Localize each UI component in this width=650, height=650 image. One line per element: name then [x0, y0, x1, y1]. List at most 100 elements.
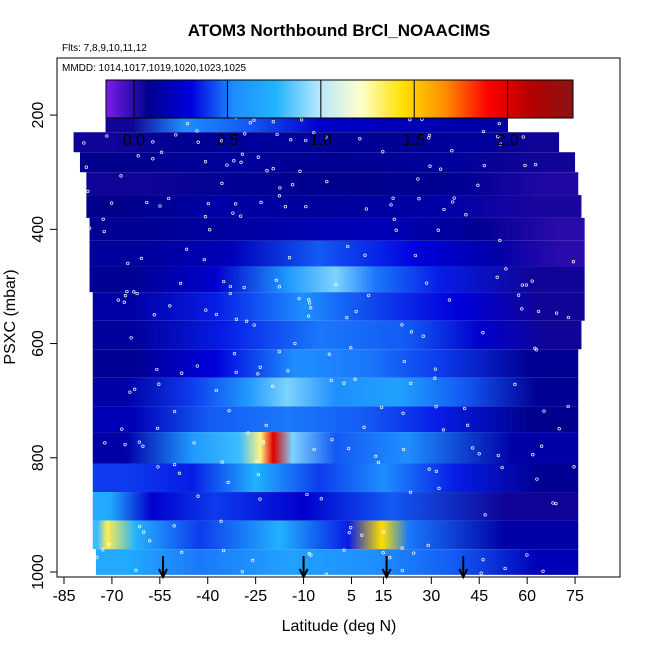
sample-point — [156, 465, 160, 469]
sample-point — [243, 132, 247, 136]
dates-note: MMDD: 1014,1017,1019,1020,1023,1025 — [62, 63, 246, 74]
y-tick-label: 600 — [30, 330, 47, 357]
heatmap-band — [73, 132, 560, 153]
sample-point — [116, 298, 120, 302]
sample-point — [192, 441, 196, 445]
sample-point — [141, 444, 145, 448]
sample-point — [220, 181, 224, 186]
sample-point — [271, 384, 275, 389]
heatmap-band — [92, 320, 582, 350]
sample-point — [107, 542, 111, 547]
heatmap-band — [92, 492, 579, 521]
y-axis: 200 400 600 800 1000 — [30, 102, 57, 590]
sample-point — [258, 497, 262, 501]
sample-point — [470, 446, 475, 450]
sample-point — [157, 382, 161, 386]
sample-point — [180, 550, 184, 555]
sample-point — [206, 201, 210, 206]
sample-point — [125, 289, 129, 294]
sample-point — [277, 285, 282, 289]
sample-point — [180, 371, 184, 375]
sample-point — [421, 334, 425, 338]
sample-point — [137, 440, 141, 444]
sample-point — [347, 446, 351, 451]
sample-point — [152, 313, 156, 317]
sample-point — [214, 388, 218, 393]
sample-point — [523, 163, 527, 168]
sample-point — [360, 533, 364, 537]
sample-point — [255, 459, 259, 463]
sample-point — [401, 447, 406, 452]
sample-point — [246, 431, 250, 435]
sample-point — [126, 261, 130, 266]
x-tick-label: -25 — [244, 588, 267, 605]
sample-point — [240, 152, 245, 156]
sample-point — [382, 530, 386, 534]
x-tick-label: 15 — [375, 588, 393, 605]
sample-point — [286, 369, 290, 373]
sample-point — [428, 164, 432, 168]
sample-point — [524, 283, 529, 287]
sample-point — [172, 524, 176, 528]
sample-point — [256, 155, 260, 159]
sample-point — [159, 150, 164, 154]
sample-point — [233, 202, 238, 206]
sample-point — [258, 365, 262, 369]
sample-point — [409, 381, 413, 386]
sample-point — [416, 177, 420, 181]
sample-point — [394, 228, 398, 232]
sample-point — [109, 201, 114, 205]
sample-point — [451, 200, 455, 204]
sample-point — [129, 336, 133, 340]
chart-title: ATOM3 Northbound BrCl_NOAACIMS — [188, 21, 491, 40]
sample-point — [347, 530, 351, 535]
x-tick-label: 5 — [347, 588, 356, 605]
sample-point — [148, 539, 152, 543]
sample-point — [516, 293, 521, 297]
flights-note: Flts: 7,8,9,10,11,12 — [62, 43, 147, 54]
sample-point — [401, 411, 405, 415]
sample-point — [240, 570, 245, 574]
sample-point — [307, 301, 312, 305]
sample-point — [227, 409, 231, 413]
sample-point — [481, 331, 485, 335]
sample-point — [219, 519, 223, 523]
sample-point — [551, 501, 555, 505]
x-tick-label: -40 — [196, 588, 219, 605]
sample-point — [330, 437, 334, 442]
sample-point — [177, 471, 182, 475]
heatmap-band — [89, 217, 585, 241]
sample-point — [497, 121, 501, 126]
x-tick-label: -70 — [100, 588, 123, 605]
sample-point — [203, 215, 208, 219]
sample-point — [409, 330, 414, 334]
sample-point — [520, 283, 525, 287]
sample-point — [327, 352, 331, 356]
sample-point — [158, 204, 162, 208]
sample-point — [220, 460, 224, 464]
sample-point — [119, 174, 123, 178]
sample-point — [389, 203, 393, 207]
sample-point — [226, 480, 230, 485]
sample-point — [381, 551, 385, 555]
sample-point — [533, 162, 538, 167]
x-tick-label: -85 — [52, 588, 75, 605]
sample-point — [238, 214, 243, 218]
sample-point — [234, 317, 239, 321]
sample-point — [362, 425, 366, 429]
sample-point — [252, 323, 256, 327]
sample-point — [566, 315, 571, 320]
sample-point — [232, 352, 237, 356]
sample-point — [178, 281, 183, 286]
sample-point — [87, 226, 92, 230]
x-tick-label: -10 — [292, 588, 315, 605]
heatmap-band — [86, 195, 582, 218]
sample-point — [101, 217, 105, 221]
sample-point — [400, 323, 404, 327]
sample-point — [195, 129, 199, 133]
sample-point — [136, 154, 140, 158]
sample-point — [434, 405, 438, 409]
sample-point — [349, 526, 353, 530]
sample-point — [172, 462, 177, 467]
sample-point — [103, 441, 107, 445]
